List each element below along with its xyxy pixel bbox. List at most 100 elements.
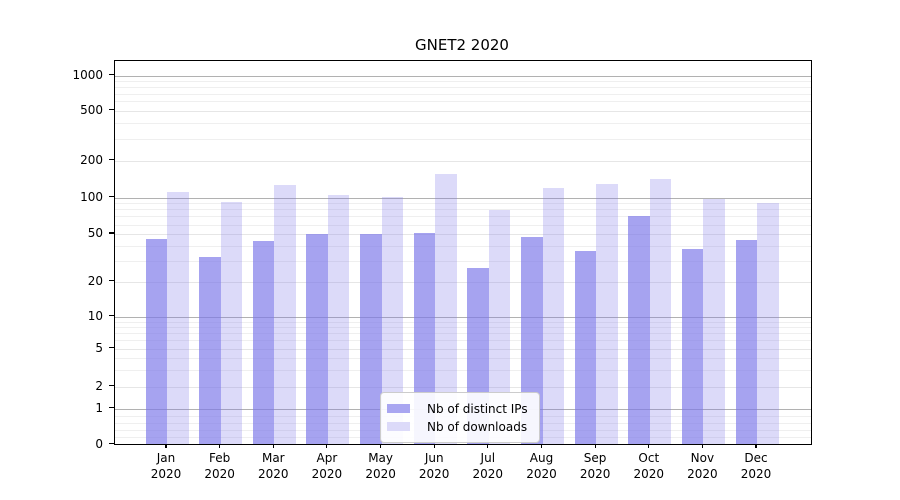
bar-distinct-ips-dec (735, 240, 757, 444)
x-tick-mark (594, 443, 596, 448)
y-tick-mark (109, 196, 114, 198)
gridline (115, 160, 811, 162)
gridline-minor (115, 122, 811, 124)
bar-downloads-jul (488, 210, 511, 444)
gridline-minor (115, 93, 811, 95)
x-tick-label-aug: Aug 2020 (512, 451, 572, 482)
x-tick-month: Jul (480, 451, 496, 465)
y-tick-mark (109, 73, 114, 76)
x-tick-label-mar: Mar 2020 (243, 451, 303, 482)
y-tick-mark (109, 159, 114, 161)
gridline-major (115, 75, 811, 77)
bar-distinct-ips-may (360, 233, 382, 444)
x-tick-label-jan: Jan 2020 (136, 451, 196, 482)
gridline-minor (115, 326, 811, 328)
x-tick-month: Feb (208, 451, 231, 465)
x-tick-mark (433, 443, 435, 448)
y-tick-mark (109, 280, 114, 282)
x-tick-year: 2020 (526, 466, 557, 481)
bar-downloads-aug (542, 188, 564, 444)
x-tick-mark (380, 443, 382, 448)
gridline-minor (115, 369, 811, 371)
plot-area (114, 60, 812, 445)
gridline (115, 386, 811, 388)
x-tick-label-feb: Feb 2020 (190, 451, 250, 482)
y-tick-label-2: 2 (95, 378, 103, 393)
bar-downloads-mar (274, 184, 296, 444)
y-tick-mark (109, 346, 114, 349)
chart-title: GNET2 2020 (415, 36, 509, 54)
y-tick-label-20: 20 (87, 273, 103, 288)
x-tick-month: Aug (529, 451, 554, 465)
legend-label-distinct-ips: Nb of distinct IPs (427, 401, 528, 416)
x-tick-mark (272, 443, 274, 448)
x-tick-mark (219, 443, 221, 448)
gridline-minor (115, 138, 811, 140)
x-tick-year: 2020 (740, 466, 772, 481)
gridline-minor (115, 224, 811, 226)
bar-distinct-ips-jan (145, 239, 167, 444)
x-tick-label-oct: Oct 2020 (619, 451, 679, 482)
x-tick-label-nov: Nov 2020 (672, 451, 732, 482)
gridline-minor (115, 340, 811, 342)
bar-distinct-ips-apr (306, 233, 328, 444)
bar-distinct-ips-feb (199, 256, 221, 444)
bar-downloads-sep (596, 184, 618, 444)
gridline-minor (115, 86, 811, 88)
x-tick-month: Sep (583, 451, 607, 465)
x-tick-year: 2020 (687, 466, 718, 481)
y-tick-label-1: 1 (95, 400, 103, 415)
x-tick-label-jun: Jun 2020 (404, 451, 464, 482)
x-tick-mark (540, 443, 543, 448)
legend-swatch-distinct-ips (387, 404, 410, 413)
gridline-minor (115, 216, 811, 218)
x-tick-month: Mar (261, 451, 285, 465)
y-tick-label-0: 0 (95, 436, 103, 451)
x-tick-month: Dec (744, 451, 768, 465)
y-tick-label-1000: 1000 (72, 67, 103, 82)
gridline (115, 110, 811, 112)
x-tick-year: 2020 (579, 466, 611, 481)
x-tick-mark (648, 443, 650, 448)
gridline-minor (115, 209, 811, 211)
gridline-minor (115, 321, 811, 323)
y-tick-label-200: 200 (80, 152, 103, 167)
x-tick-year: 2020 (258, 466, 289, 481)
gridline (115, 234, 811, 235)
y-tick-mark (109, 315, 114, 317)
bar-downloads-nov (703, 198, 725, 444)
x-tick-mark (701, 443, 703, 448)
gridline-minor (115, 333, 811, 335)
x-tick-mark (326, 443, 328, 448)
x-tick-label-jul: Jul 2020 (458, 451, 518, 482)
bar-downloads-feb (220, 201, 243, 444)
bar-distinct-ips-sep (574, 250, 597, 444)
x-tick-mark (755, 443, 757, 448)
bar-downloads-jun (435, 174, 457, 444)
gridline-major (115, 316, 811, 318)
bar-distinct-ips-nov (681, 249, 704, 444)
legend-label-downloads: Nb of downloads (427, 419, 528, 434)
x-tick-label-apr: Apr 2020 (297, 451, 357, 482)
x-tick-month: May (368, 451, 393, 465)
x-tick-month: Nov (690, 451, 715, 465)
y-tick-label-500: 500 (80, 102, 103, 117)
bar-distinct-ips-mar (252, 241, 275, 444)
y-tick-label-5: 5 (95, 340, 103, 355)
x-tick-month: Oct (638, 451, 660, 465)
y-tick-label-50: 50 (87, 226, 103, 240)
gridline-minor (115, 203, 811, 205)
x-tick-year: 2020 (365, 466, 396, 481)
legend-swatch-downloads (387, 422, 410, 431)
bar-distinct-ips-jun (413, 232, 436, 444)
legend-item-distinct-ips: Nb of distinct IPs (387, 401, 533, 416)
y-tick-mark (109, 232, 114, 234)
x-tick-month: Jun (424, 451, 444, 465)
bar-distinct-ips-oct (628, 215, 650, 444)
bar-downloads-jan (167, 192, 189, 444)
y-tick-label-100: 100 (80, 189, 103, 204)
x-tick-mark (165, 443, 167, 448)
legend-item-downloads: Nb of downloads (387, 419, 533, 434)
gridline-minor (115, 245, 811, 247)
